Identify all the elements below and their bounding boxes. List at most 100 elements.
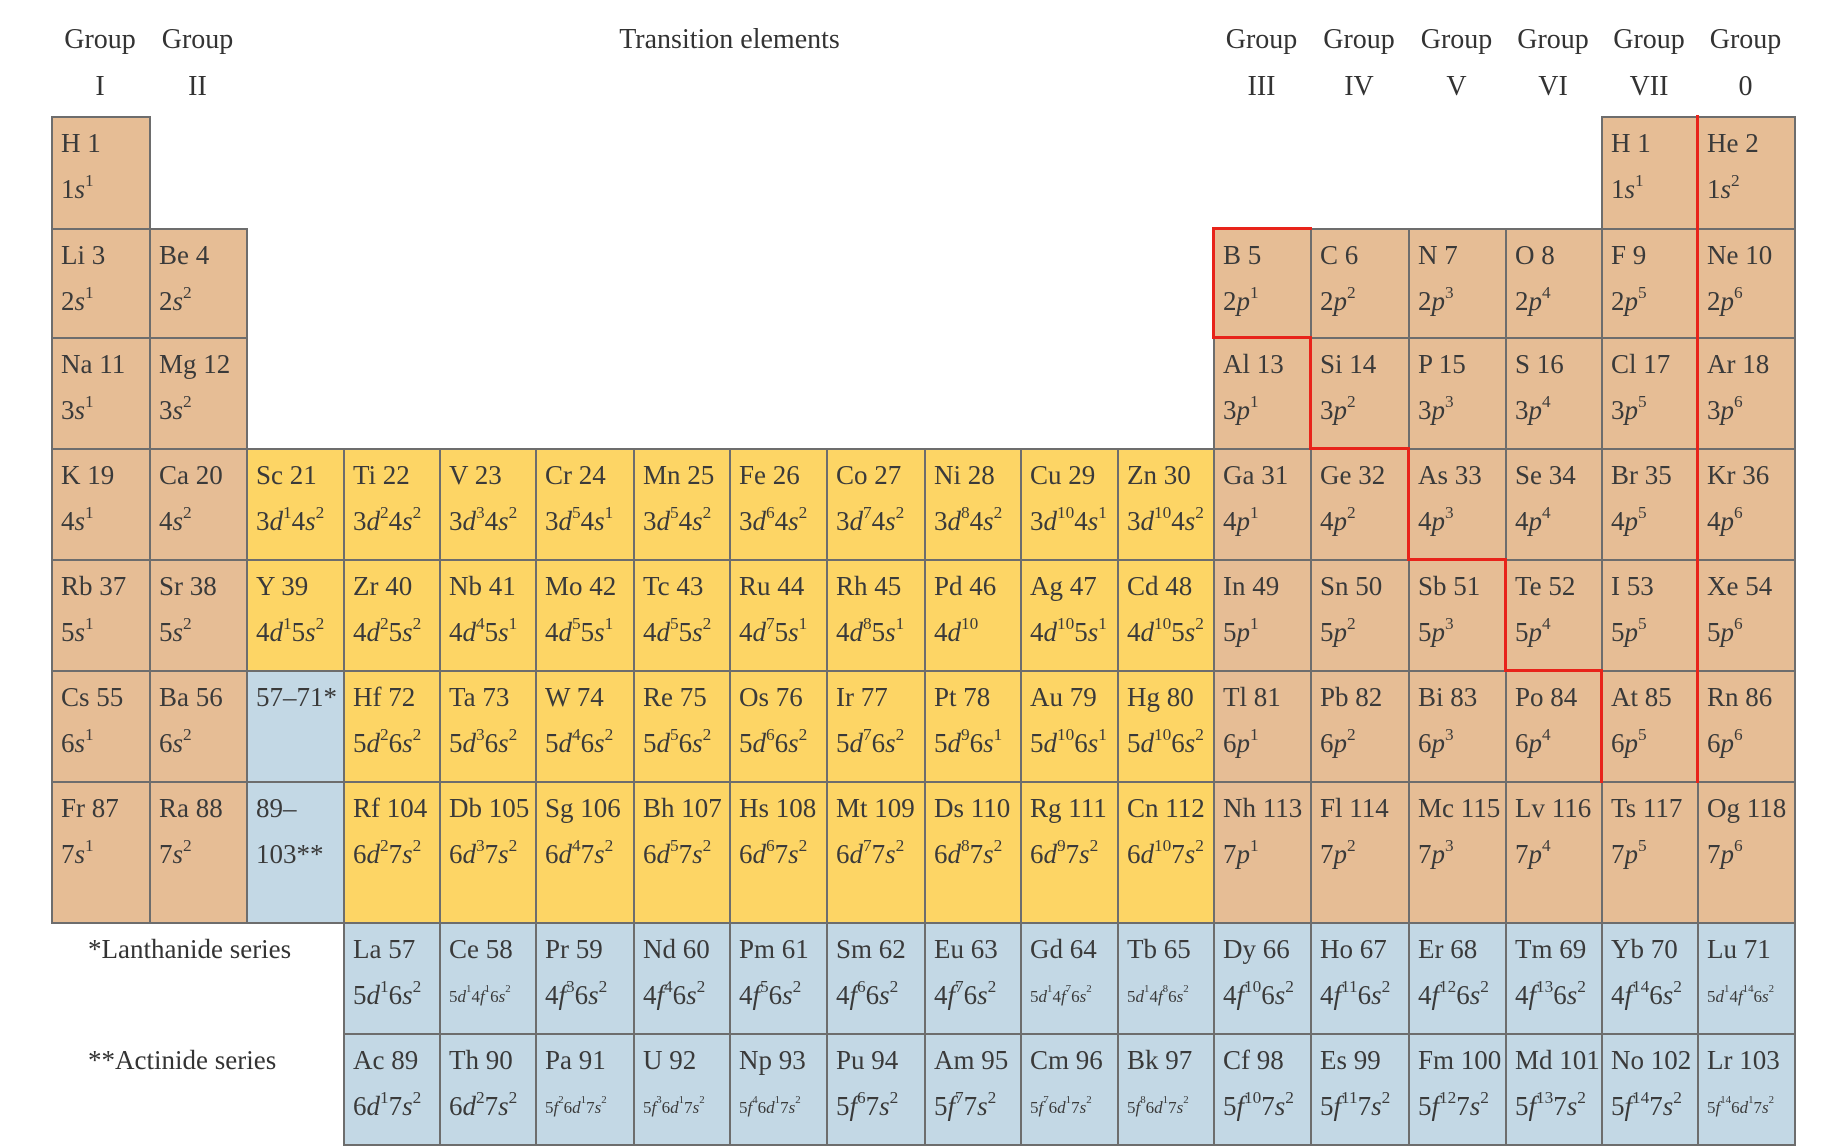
element-cell: Ba 56 6s2 <box>149 670 248 783</box>
element-symbol: Ca 20 <box>159 460 223 490</box>
electron-configuration: 4f36s2 <box>545 977 608 1010</box>
element-cell: Cn 112 6d107s2 <box>1117 781 1215 924</box>
element-symbol: Es 99 <box>1320 1045 1381 1075</box>
electron-configuration: 4d10 <box>934 614 979 647</box>
element-cell: Hs 108 6d67s2 <box>729 781 828 924</box>
element-cell: Te 52 5p4 <box>1505 559 1603 672</box>
element-cell: Ce 58 5d14f16s2 <box>439 922 537 1035</box>
electron-configuration: 5f26d17s2 <box>545 1094 607 1117</box>
electron-configuration: 5d14f76s2 <box>1030 983 1092 1006</box>
electron-configuration: 5d26s2 <box>353 725 422 758</box>
element-cell: Cl 17 3p5 <box>1601 337 1699 450</box>
element-symbol: Tb 65 <box>1127 934 1191 964</box>
electron-configuration: 5d56s2 <box>643 725 712 758</box>
element-cell: Mn 25 3d54s2 <box>633 448 731 561</box>
element-cell: Se 34 4p4 <box>1505 448 1603 561</box>
element-symbol: Sg 106 <box>545 793 621 823</box>
element-symbol: Ge 32 <box>1320 460 1386 490</box>
element-symbol: W 74 <box>545 682 604 712</box>
header-g2: Group II <box>149 16 246 110</box>
electron-configuration: 2p2 <box>1320 283 1356 316</box>
header-line2: I <box>95 71 105 102</box>
electron-configuration: 4p4 <box>1515 503 1551 536</box>
electron-configuration: 3d14s2 <box>256 503 325 536</box>
element-cell: Ra 88 7s2 <box>149 781 248 924</box>
element-symbol: Cf 98 <box>1223 1045 1284 1075</box>
element-cell: Xe 54 5p6 <box>1697 559 1796 672</box>
electron-configuration: 2p1 <box>1223 283 1259 316</box>
electron-configuration: 4p2 <box>1320 503 1356 536</box>
divider-segment <box>1600 669 1603 783</box>
electron-configuration: 4d55s2 <box>643 614 712 647</box>
electron-configuration: 4p3 <box>1418 503 1454 536</box>
electron-configuration: 5f46d17s2 <box>739 1094 801 1117</box>
header-line1: Group <box>1517 24 1589 55</box>
element-symbol: Fr 87 <box>61 793 119 823</box>
element-symbol: N 7 <box>1418 240 1458 270</box>
element-symbol: Co 27 <box>836 460 902 490</box>
element-cell: Kr 36 4p6 <box>1697 448 1796 561</box>
element-symbol: Og 118 <box>1707 793 1787 823</box>
divider-segment <box>1212 227 1312 230</box>
electron-configuration: 6d37s2 <box>449 836 518 869</box>
header-line2: VII <box>1629 71 1669 102</box>
element-cell: Mo 42 4d55s1 <box>535 559 635 672</box>
element-cell: Tc 43 4d55s2 <box>633 559 731 672</box>
electron-configuration: 4p1 <box>1223 503 1259 536</box>
element-cell: Cf 98 5f107s2 <box>1213 1033 1312 1146</box>
element-cell: Ir 77 5d76s2 <box>826 670 926 783</box>
element-symbol: As 33 <box>1418 460 1482 490</box>
electron-configuration: 5p5 <box>1611 614 1647 647</box>
element-symbol: B 5 <box>1223 240 1262 270</box>
element-cell: Be 4 2s2 <box>149 228 248 339</box>
electron-configuration: 5d16s2 <box>353 977 422 1010</box>
element-cell: W 74 5d46s2 <box>535 670 635 783</box>
element-symbol: S 16 <box>1515 349 1564 379</box>
element-symbol: Nb 41 <box>449 571 516 601</box>
element-symbol: Se 34 <box>1515 460 1576 490</box>
element-symbol: Cl 17 <box>1611 349 1671 379</box>
element-cell: Ts 117 7p5 <box>1601 781 1699 924</box>
electron-configuration: 5d36s2 <box>449 725 518 758</box>
element-symbol: In 49 <box>1223 571 1280 601</box>
element-symbol: Rg 111 <box>1030 793 1107 823</box>
element-symbol: Cu 29 <box>1030 460 1096 490</box>
electron-configuration: 7s2 <box>159 836 192 869</box>
element-cell: Co 27 3d74s2 <box>826 448 926 561</box>
lanthanide-series-label: *Lanthanide series <box>88 934 292 964</box>
element-symbol: Rh 45 <box>836 571 902 601</box>
element-symbol: Cd 48 <box>1127 571 1193 601</box>
element-symbol: O 8 <box>1515 240 1555 270</box>
element-symbol: Ac 89 <box>353 1045 419 1075</box>
element-symbol: Gd 64 <box>1030 934 1097 964</box>
element-cell: Cd 48 4d105s2 <box>1117 559 1215 672</box>
divider-segment <box>1407 558 1507 561</box>
element-cell: B 5 2p1 <box>1213 228 1312 339</box>
element-symbol: Fl 114 <box>1320 793 1389 823</box>
electron-configuration: 4f66s2 <box>836 977 899 1010</box>
element-symbol: Pt 78 <box>934 682 991 712</box>
electron-configuration: 3p3 <box>1418 392 1454 425</box>
element-symbol: Po 84 <box>1515 682 1578 712</box>
electron-configuration: 3d54s1 <box>545 503 614 536</box>
electron-configuration: 5p1 <box>1223 614 1259 647</box>
element-cell: Bi 83 6p3 <box>1408 670 1507 783</box>
element-cell: Tl 81 6p1 <box>1213 670 1312 783</box>
electron-configuration: 6d47s2 <box>545 836 614 869</box>
electron-configuration: 4d75s1 <box>739 614 808 647</box>
header-transition: Transition elements <box>246 16 1213 63</box>
element-symbol: Pm 61 <box>739 934 809 964</box>
element-symbol: Au 79 <box>1030 682 1097 712</box>
element-cell: Ds 110 6d87s2 <box>924 781 1022 924</box>
element-symbol: Hs 108 <box>739 793 817 823</box>
element-cell: Lv 116 7p4 <box>1505 781 1603 924</box>
actinide-series-label: **Actinide series <box>88 1045 277 1075</box>
element-symbol: Ar 18 <box>1707 349 1770 379</box>
electron-configuration: 6p1 <box>1223 725 1259 758</box>
element-cell: Mg 12 3s2 <box>149 337 248 450</box>
element-cell: Pb 82 6p2 <box>1310 670 1410 783</box>
element-symbol: Bk 97 <box>1127 1045 1193 1075</box>
electron-configuration: 7p6 <box>1707 836 1743 869</box>
element-cell: Fl 114 7p2 <box>1310 781 1410 924</box>
